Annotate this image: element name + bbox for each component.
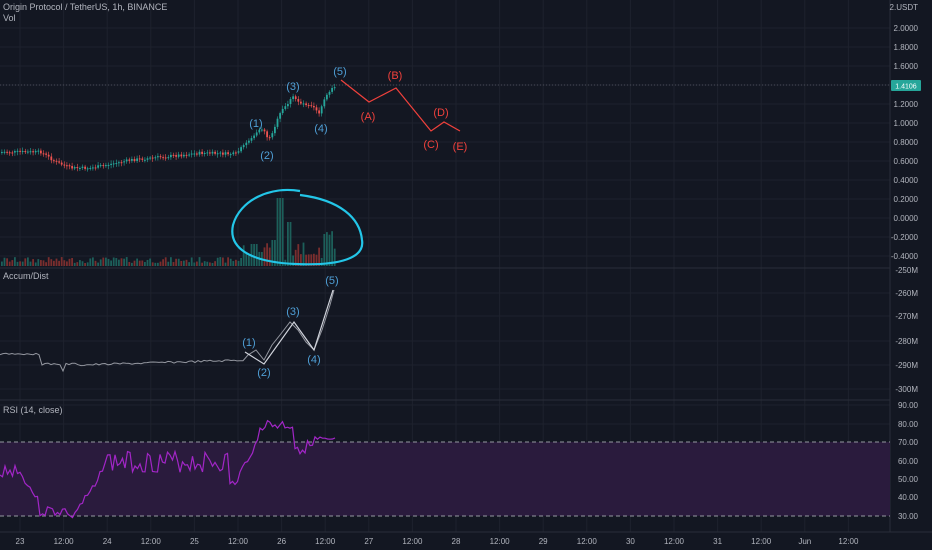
volume-label: Vol xyxy=(3,13,16,23)
time-tick-label: Jun xyxy=(798,537,811,546)
projection-wave-label: (D) xyxy=(433,107,448,119)
time-tick-label: 29 xyxy=(539,537,548,546)
accum-tick-label: -300M xyxy=(895,385,918,394)
current-price-value: 1.4106 xyxy=(895,84,917,91)
price-wave-label: (5) xyxy=(333,66,346,78)
time-tick-label: 12:00 xyxy=(315,537,336,546)
time-tick-label: 12:00 xyxy=(838,537,859,546)
rsi-axis[interactable]: 90.00 80.00 70.00 60.00 50.00 40.00 30.00 xyxy=(898,401,919,521)
accum-tick-label: -280M xyxy=(895,337,918,346)
accum-axis[interactable]: -250M -260M -270M -280M -290M -300M xyxy=(895,266,918,394)
price-wave-labels: (1) (2) (3) (4) (5) xyxy=(249,66,346,162)
time-tick-label: 23 xyxy=(16,537,25,546)
accum-wave-label: (4) xyxy=(307,354,320,366)
projection-wave-label: (B) xyxy=(388,70,403,82)
price-tick-label: 2.0000 xyxy=(894,24,919,33)
accum-tick-label: -260M xyxy=(895,289,918,298)
time-tick-label: 12:00 xyxy=(54,537,75,546)
price-tick-label: -0.4000 xyxy=(891,252,919,261)
projection-wave-label: (C) xyxy=(423,139,438,151)
accum-wave-label: (3) xyxy=(286,306,299,318)
accum-dist-label: Accum/Dist xyxy=(3,271,49,281)
currency-label: 2.USDT xyxy=(890,3,919,12)
accum-tick-label: -290M xyxy=(895,361,918,370)
volume-highlight-circle[interactable] xyxy=(231,188,364,266)
rsi-tick-label: 40.00 xyxy=(898,493,919,502)
price-wave-label: (1) xyxy=(249,118,262,130)
projection-wave-label: (E) xyxy=(453,141,468,153)
price-tick-label: 1.6000 xyxy=(894,62,919,71)
price-tick-label: 0.8000 xyxy=(894,138,919,147)
rsi-tick-label: 50.00 xyxy=(898,475,919,484)
price-wave-label: (3) xyxy=(286,81,299,93)
accum-wave-label: (1) xyxy=(242,337,255,349)
accum-tick-label: -270M xyxy=(895,312,918,321)
current-price-badge xyxy=(891,80,921,91)
time-tick-label: 12:00 xyxy=(402,537,423,546)
price-tick-label: 1.2000 xyxy=(894,100,919,109)
price-tick-label: 0.4000 xyxy=(894,176,919,185)
time-tick-label: 30 xyxy=(626,537,635,546)
time-tick-label: 28 xyxy=(452,537,461,546)
projection-wave-label: (A) xyxy=(361,111,376,123)
rsi-tick-label: 80.00 xyxy=(898,420,919,429)
rsi-tick-label: 30.00 xyxy=(898,512,919,521)
price-tick-label: 1.0000 xyxy=(894,119,919,128)
price-wave-label: (2) xyxy=(260,150,273,162)
accum-tick-label: -250M xyxy=(895,266,918,275)
time-tick-label: 31 xyxy=(713,537,722,546)
price-tick-label: 0.6000 xyxy=(894,157,919,166)
time-tick-label: 12:00 xyxy=(141,537,162,546)
accum-wave-line[interactable] xyxy=(244,289,334,365)
accum-wave-label: (5) xyxy=(325,275,338,287)
elliott-projection-line[interactable] xyxy=(340,79,461,132)
time-tick-label: 27 xyxy=(364,537,373,546)
time-tick-label: 12:00 xyxy=(751,537,772,546)
time-tick-label: 24 xyxy=(103,537,112,546)
time-tick-label: 12:00 xyxy=(490,537,511,546)
accum-wave-labels: (1) (2) (3) (4) (5) xyxy=(242,275,338,379)
price-tick-label: -0.2000 xyxy=(891,233,919,242)
time-tick-label: 25 xyxy=(190,537,199,546)
time-tick-label: 12:00 xyxy=(664,537,685,546)
rsi-tick-label: 90.00 xyxy=(898,401,919,410)
time-tick-label: 12:00 xyxy=(577,537,598,546)
price-wave-label: (4) xyxy=(314,123,327,135)
rsi-band xyxy=(0,442,890,516)
rsi-label: RSI (14, close) xyxy=(3,405,63,415)
chart-title: Origin Protocol / TetherUS, 1h, BINANCE xyxy=(3,2,167,12)
price-tick-label: 0.2000 xyxy=(894,195,919,204)
accum-dist-line xyxy=(0,289,335,373)
time-axis[interactable]: 23 12:00 24 12:00 25 12:00 26 12:00 27 12:00 28 12:… xyxy=(16,537,859,546)
price-tick-label: 1.8000 xyxy=(894,43,919,52)
rsi-tick-label: 60.00 xyxy=(898,457,919,466)
projection-wave-labels: (A) (B) (C) (D) (E) xyxy=(361,70,468,153)
time-tick-label: 26 xyxy=(277,537,286,546)
accum-wave-label: (2) xyxy=(257,367,270,379)
time-tick-label: 12:00 xyxy=(228,537,249,546)
rsi-line xyxy=(0,419,336,519)
rsi-tick-label: 70.00 xyxy=(898,438,919,447)
price-tick-label: 0.0000 xyxy=(894,214,919,223)
candlestick-series xyxy=(1,83,336,172)
